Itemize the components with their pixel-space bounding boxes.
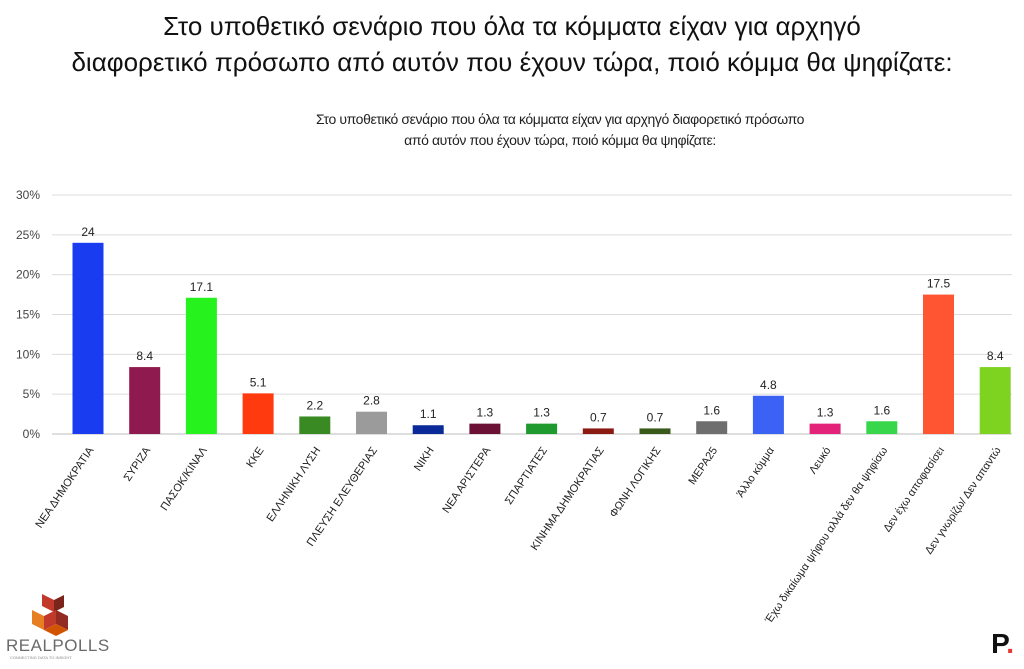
y-tick-label: 20% xyxy=(16,268,40,282)
value-label: 17.5 xyxy=(927,277,951,291)
value-label: 0.7 xyxy=(647,410,664,424)
x-tick-label: ΠΑΣΟΚ/ΚΙΝΑΛ xyxy=(159,444,211,513)
x-tick-label: ΦΩΝΗ ΛΟΓΙΚΗΣ xyxy=(608,445,664,520)
bar xyxy=(696,421,728,434)
y-tick-label: 25% xyxy=(16,228,40,242)
bar xyxy=(242,393,274,434)
x-tick-label: ΕΛΛΗΝΙΚΗ ΛΥΣΗ xyxy=(265,445,324,524)
value-label: 1.6 xyxy=(703,403,720,417)
logo-cube-top-side xyxy=(54,595,64,612)
value-label: 1.1 xyxy=(420,407,437,421)
x-tick-label: Δεν έχω αποφασίσει xyxy=(881,445,947,535)
value-label: 8.4 xyxy=(987,349,1004,363)
logo-cube-left xyxy=(32,610,44,630)
bar xyxy=(923,294,954,434)
realpolls-logo: REALPOLLS CONNECTING DATA TO INSIGHT xyxy=(6,592,110,666)
y-tick-label: 15% xyxy=(16,308,40,322)
y-axis: 0% 5% 10% 15% 20% 25% 30% xyxy=(16,188,40,441)
bar xyxy=(469,423,501,434)
x-tick-label: ΣΠΑΡΤΙΑΤΕΣ xyxy=(503,445,550,507)
value-label: 5.1 xyxy=(250,375,267,389)
chart-title-line: από αυτόν που έχουν τώρα, ποιό κόμμα θα … xyxy=(404,132,716,148)
value-label: 2.2 xyxy=(306,398,323,412)
bar xyxy=(412,425,444,434)
chart-title: Στο υποθετικό σενάριο που όλα τα κόμματα… xyxy=(316,111,805,148)
page-title: Στο υποθετικό σενάριο που όλα τα κόμματα… xyxy=(0,8,1024,80)
bar xyxy=(72,242,104,434)
bar xyxy=(639,428,671,434)
logo-text: REALPOLLS xyxy=(6,636,110,655)
publisher-mark: P. xyxy=(991,628,1014,660)
logo-cube-right xyxy=(56,610,68,630)
bar xyxy=(752,395,784,434)
bar xyxy=(129,367,161,434)
x-tick-label: Άλλο κόμμα xyxy=(735,444,778,499)
x-tick-label: ΚΚΕ xyxy=(244,445,266,470)
value-label: 1.3 xyxy=(817,406,834,420)
bar xyxy=(866,421,898,434)
page-title-line-2: διαφορετικό πρόσωπο από αυτόν που έχουν … xyxy=(71,47,953,77)
bar xyxy=(809,423,841,434)
x-tick-label: Έχω δικαίωμα ψήφου αλλά δεν θα ψηφίσω xyxy=(762,445,890,627)
publisher-dot: . xyxy=(1006,628,1014,659)
value-labels-group: 24 8.4 17.1 5.1 2.2 2.8 1.1 1.3 1.3 0.7 0.7 1.6 4.8 1… xyxy=(81,225,1004,425)
bar xyxy=(979,367,1011,434)
y-tick-label: 0% xyxy=(23,427,41,441)
logo-subtext: CONNECTING DATA TO INSIGHT xyxy=(10,655,72,660)
value-label: 1.3 xyxy=(533,406,550,420)
value-label: 1.6 xyxy=(873,403,890,417)
bar xyxy=(299,416,331,434)
y-tick-label: 30% xyxy=(16,188,40,202)
logo-cubes-icon xyxy=(32,594,68,636)
bar xyxy=(526,423,558,434)
y-tick-label: 5% xyxy=(23,387,41,401)
x-tick-label: ΝΕΑ ΔΗΜΟΚΡΑΤΙΑ xyxy=(33,444,96,530)
x-axis-labels-group: ΝΕΑ ΔΗΜΟΚΡΑΤΙΑ ΣΥΡΙΖΑ ΠΑΣΟΚ/ΚΙΝΑΛ ΚΚΕΕΛΛΗΝΙ… xyxy=(33,444,1003,626)
value-label: 0.7 xyxy=(590,410,607,424)
value-label: 17.1 xyxy=(190,280,214,294)
x-tick-label: ΣΥΡΙΖΑ xyxy=(122,444,154,483)
bar xyxy=(582,428,614,434)
bars-group xyxy=(72,242,1011,434)
publisher-letter: P xyxy=(991,628,1007,659)
x-tick-label: ΝΙΚΗ xyxy=(412,445,437,474)
x-tick-label: Λευκό xyxy=(807,445,834,476)
logo-cube-bottom xyxy=(44,624,68,636)
chart-title-line: Στο υποθετικό σενάριο που όλα τα κόμματα… xyxy=(316,111,805,127)
value-label: 4.8 xyxy=(760,378,777,392)
x-tick-label: ΝΕΑ ΑΡΙΣΤΕΡΑ xyxy=(440,444,493,515)
value-label: 1.3 xyxy=(477,406,494,420)
value-label: 2.8 xyxy=(363,394,380,408)
value-label: 8.4 xyxy=(136,349,153,363)
logo-cube-top xyxy=(42,594,54,612)
x-tick-label: ΜΕΡΑ25 xyxy=(686,445,720,487)
page-title-line-1: Στο υποθετικό σενάριο που όλα τα κόμματα… xyxy=(163,11,861,41)
bar xyxy=(356,411,387,434)
value-label: 24 xyxy=(81,225,95,239)
logo-cube-mid xyxy=(44,610,56,630)
bar xyxy=(185,297,217,434)
y-tick-label: 10% xyxy=(16,347,40,361)
